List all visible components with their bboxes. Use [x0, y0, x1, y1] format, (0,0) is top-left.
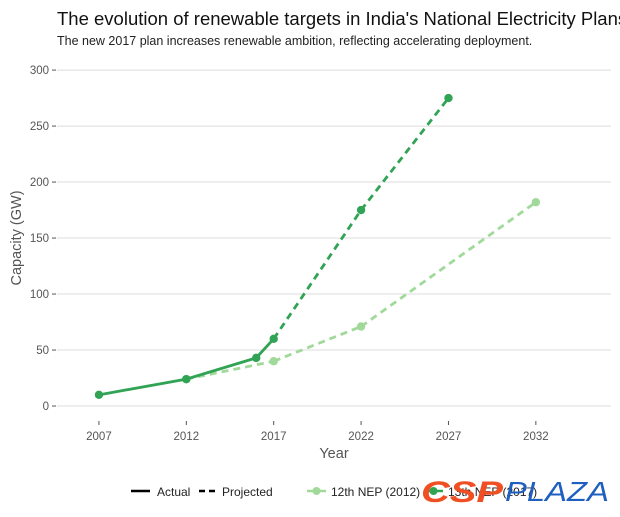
data-point: [531, 198, 541, 207]
data-point: [182, 374, 191, 384]
data-point: [252, 353, 261, 363]
line-segment: [98, 377, 187, 397]
data-point: [269, 334, 278, 344]
line-segment: [255, 337, 275, 359]
x-tick-label: 2032: [523, 431, 549, 443]
watermark-plaza: PLAZA: [505, 476, 609, 507]
y-tick-label: 200: [30, 177, 49, 189]
chart-subtitle: The new 2017 plan increases renewable am…: [57, 34, 533, 48]
legend-12th-nep-swatch-dot: [312, 487, 321, 495]
y-tick-label: 250: [30, 121, 49, 133]
line-segment: [272, 209, 363, 340]
y-tick-label: 100: [30, 289, 49, 301]
y-tick-label: 0: [43, 401, 49, 413]
data-point: [444, 93, 453, 103]
line-segment: [273, 325, 362, 363]
watermark-csp: CSP: [421, 476, 504, 509]
x-axis: 2007 2012 2017 2022 2027 2032: [86, 421, 549, 443]
legend: Actual Projected 12th NEP (2012) 13th NE…: [131, 485, 537, 499]
chart-title: The evolution of renewable targets in In…: [57, 8, 620, 29]
y-axis: 0 50 100 150 200 250 300: [30, 65, 56, 413]
series-12th-nep-2012: [182, 198, 541, 384]
legend-12th-nep-label: 12th NEP (2012): [331, 485, 420, 499]
gridlines: [57, 69, 611, 407]
series-layer: [94, 93, 541, 400]
legend-13th-nep-swatch-dot: [429, 487, 438, 495]
x-tick-label: 2007: [86, 431, 112, 443]
line-segment: [360, 201, 537, 328]
legend-projected-label: Projected: [222, 485, 273, 499]
y-tick-label: 50: [36, 345, 49, 357]
watermark-logo: CSP PLAZA: [421, 476, 609, 509]
legend-13th-nep-label: 13th NEP (2017): [448, 485, 537, 499]
y-tick-label: 150: [30, 233, 49, 245]
line-segment: [185, 356, 257, 381]
legend-actual-label: Actual: [157, 485, 190, 499]
data-point: [356, 205, 366, 215]
y-tick-label: 300: [30, 65, 49, 77]
line-segment: [359, 97, 450, 211]
data-point: [94, 390, 104, 400]
data-point: [356, 322, 366, 331]
x-tick-label: 2017: [261, 431, 287, 443]
data-point: [269, 357, 278, 366]
y-axis-title: Capacity (GW): [9, 190, 25, 285]
series-13th-nep-2017: [94, 93, 453, 400]
x-tick-label: 2027: [436, 431, 462, 443]
x-tick-label: 2012: [174, 431, 200, 443]
x-tick-label: 2022: [348, 431, 374, 443]
x-axis-title: Year: [319, 446, 348, 462]
